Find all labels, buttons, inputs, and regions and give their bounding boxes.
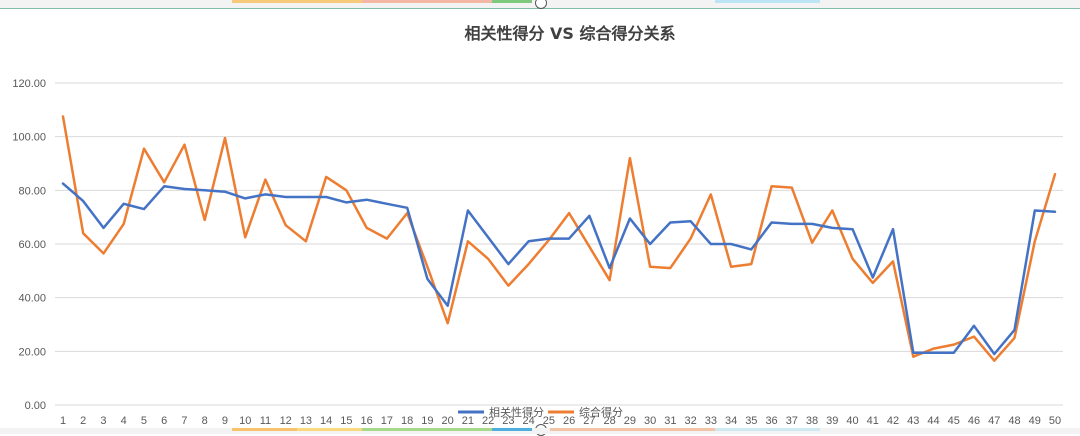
x-tick-label: 43 bbox=[907, 415, 919, 427]
resize-handle-top[interactable] bbox=[535, 0, 547, 9]
x-tick-label: 37 bbox=[786, 415, 798, 427]
x-tick-label: 48 bbox=[1008, 415, 1020, 427]
x-tick-label: 24 bbox=[523, 415, 535, 427]
x-tick-label: 40 bbox=[846, 415, 858, 427]
x-tick-label: 27 bbox=[583, 415, 595, 427]
x-tick-label: 15 bbox=[340, 415, 352, 427]
x-tick-label: 23 bbox=[502, 415, 514, 427]
x-tick-label: 21 bbox=[462, 415, 474, 427]
y-tick-label: 0.00 bbox=[25, 400, 46, 412]
x-tick-label: 17 bbox=[381, 415, 393, 427]
x-tick-label: 16 bbox=[361, 415, 373, 427]
sheet-cell-highlight bbox=[492, 0, 532, 3]
x-tick-label: 18 bbox=[401, 415, 413, 427]
x-tick-label: 26 bbox=[563, 415, 575, 427]
x-tick-label: 13 bbox=[300, 415, 312, 427]
x-tick-label: 34 bbox=[725, 415, 737, 427]
y-tick-label: 100.00 bbox=[12, 132, 46, 144]
sheet-cell-highlight bbox=[232, 0, 362, 3]
y-tick-label: 80.00 bbox=[18, 185, 46, 197]
x-tick-label: 20 bbox=[442, 415, 454, 427]
spreadsheet-bottom-strip bbox=[0, 428, 1080, 434]
x-tick-label: 46 bbox=[968, 415, 980, 427]
x-tick-label: 35 bbox=[745, 415, 757, 427]
x-tick-label: 42 bbox=[887, 415, 899, 427]
x-tick-label: 45 bbox=[948, 415, 960, 427]
x-tick-label: 7 bbox=[181, 415, 187, 427]
sheet-cell-highlight bbox=[362, 0, 492, 3]
x-tick-label: 12 bbox=[280, 415, 292, 427]
x-tick-label: 2 bbox=[80, 415, 86, 427]
chart-title: 相关性得分 VS 综合得分关系 bbox=[464, 24, 675, 43]
y-axis-ticks: 0.00 20.00 40.00 60.00 80.00 100.00 120.00 bbox=[12, 78, 46, 412]
sheet-cell-highlight bbox=[362, 428, 492, 431]
x-tick-label: 49 bbox=[1029, 415, 1041, 427]
legend-label-1: 相关性得分 bbox=[489, 405, 544, 419]
y-tick-label: 40.00 bbox=[18, 293, 46, 305]
x-tick-label: 29 bbox=[624, 415, 636, 427]
x-tick-label: 28 bbox=[603, 415, 615, 427]
sheet-cell-highlight bbox=[232, 428, 297, 431]
x-tick-label: 30 bbox=[644, 415, 656, 427]
gridlines bbox=[55, 82, 1063, 406]
x-tick-label: 11 bbox=[260, 415, 271, 427]
x-tick-label: 14 bbox=[320, 415, 332, 427]
x-tick-label: 4 bbox=[121, 415, 127, 427]
x-tick-label: 25 bbox=[543, 415, 555, 427]
sheet-cell-highlight bbox=[492, 428, 532, 431]
series-lines bbox=[61, 115, 1057, 362]
legend: 相关性得分 综合得分 bbox=[458, 405, 623, 419]
x-axis-ticks: 1 2 3 4 5 6 7 8 9 10 11 12 13 14 15 16 17 18 19 20 21 22 23 24 2… bbox=[60, 415, 1061, 427]
x-tick-label: 36 bbox=[765, 415, 777, 427]
series-line-2[interactable] bbox=[61, 115, 1057, 362]
x-tick-label: 32 bbox=[684, 415, 696, 427]
x-tick-label: 39 bbox=[826, 415, 838, 427]
x-tick-label: 10 bbox=[239, 415, 251, 427]
x-tick-label: 3 bbox=[100, 415, 106, 427]
series-line-1[interactable] bbox=[61, 182, 1057, 356]
sheet-cell-highlight bbox=[715, 0, 820, 3]
x-tick-label: 41 bbox=[867, 415, 879, 427]
sheet-cell-highlight bbox=[297, 428, 362, 431]
x-tick-label: 44 bbox=[927, 415, 939, 427]
x-tick-label: 47 bbox=[988, 415, 1000, 427]
x-tick-label: 19 bbox=[421, 415, 433, 427]
x-tick-label: 22 bbox=[482, 415, 494, 427]
x-tick-label: 38 bbox=[806, 415, 818, 427]
y-tick-label: 120.00 bbox=[12, 78, 46, 90]
y-tick-label: 20.00 bbox=[18, 346, 46, 358]
x-tick-label: 8 bbox=[202, 415, 208, 427]
x-tick-label: 33 bbox=[705, 415, 717, 427]
x-tick-label: 31 bbox=[664, 415, 676, 427]
sheet-cell-highlight bbox=[715, 428, 820, 431]
legend-label-2: 综合得分 bbox=[579, 405, 623, 419]
y-tick-label: 60.00 bbox=[18, 239, 46, 251]
x-tick-label: 50 bbox=[1049, 415, 1061, 427]
x-tick-label: 5 bbox=[141, 415, 147, 427]
x-tick-label: 9 bbox=[222, 415, 228, 427]
sheet-cell-highlight bbox=[550, 428, 715, 431]
x-tick-label: 6 bbox=[161, 415, 167, 427]
x-tick-label: 1 bbox=[60, 415, 66, 427]
